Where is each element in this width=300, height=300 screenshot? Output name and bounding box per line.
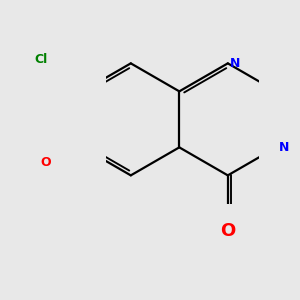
Text: O: O [220, 222, 236, 240]
Text: O: O [40, 156, 51, 169]
Text: Cl: Cl [34, 53, 47, 66]
Text: N: N [230, 57, 241, 70]
Text: N: N [279, 141, 289, 154]
